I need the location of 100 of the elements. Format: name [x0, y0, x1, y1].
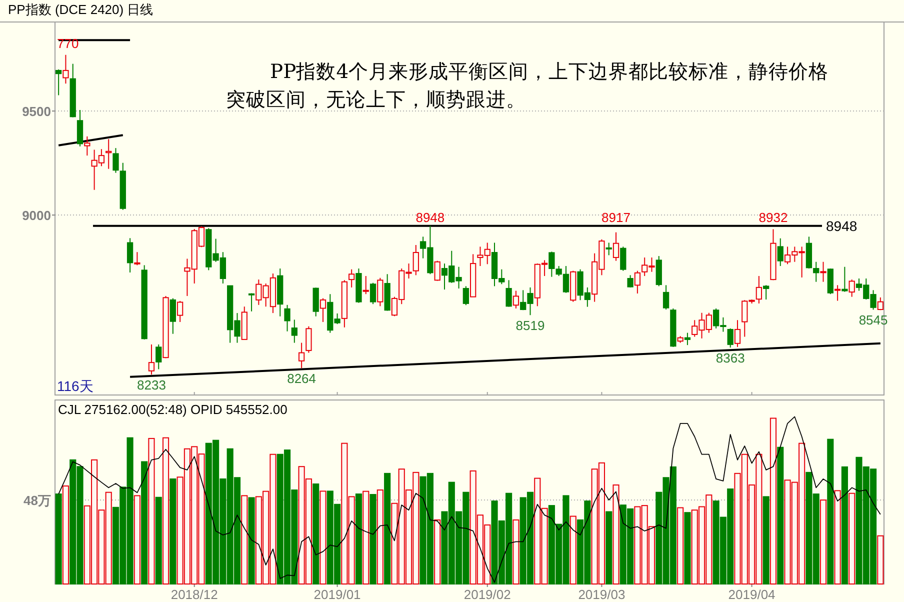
- ref-line-label: 48万: [24, 493, 51, 508]
- candlestick: [320, 298, 326, 322]
- bar: [320, 490, 326, 584]
- candlestick: [606, 242, 612, 256]
- candlestick: [176, 300, 184, 322]
- candlestick: [76, 109, 84, 147]
- chart-title: CJL 275162.00(52:48) OPID 545552.00: [58, 402, 288, 417]
- x-tick-label: 2018/12: [170, 587, 218, 602]
- candlestick: [734, 320, 741, 348]
- candlestick: [56, 68, 62, 96]
- bar: [848, 492, 856, 584]
- annotation: 8363: [716, 350, 745, 366]
- candlestick: [756, 276, 762, 304]
- bar: [148, 438, 155, 584]
- bar: [834, 490, 841, 584]
- candlestick: [627, 274, 634, 288]
- candlestick: [842, 266, 848, 292]
- x-tick-label: 2019/02: [464, 587, 511, 602]
- bar: [612, 484, 620, 584]
- bar: [384, 472, 391, 584]
- bar: [877, 535, 884, 584]
- bar: [376, 489, 384, 584]
- annotation: 8519: [516, 318, 545, 334]
- candlestick: [248, 292, 255, 312]
- candlestick: [106, 138, 112, 170]
- bar: [55, 494, 62, 584]
- bar: [241, 495, 248, 584]
- candlestick: [112, 148, 119, 174]
- candlestick: [620, 246, 626, 272]
- candlestick: [62, 54, 69, 84]
- candlestick: [506, 280, 512, 308]
- bar: [512, 519, 520, 584]
- annotation: 8948: [416, 210, 445, 225]
- candlestick: [412, 244, 419, 276]
- annotation: 8917: [602, 210, 630, 225]
- annotation: 116天: [57, 378, 94, 394]
- annotation: 8233: [137, 378, 166, 393]
- candlestick: [512, 290, 520, 309]
- bar: [570, 516, 576, 584]
- candlestick: [877, 296, 884, 311]
- candlestick: [170, 298, 176, 334]
- candlestick: [362, 276, 369, 295]
- bar: [684, 512, 691, 584]
- bar: [841, 466, 848, 584]
- candlestick: [156, 344, 162, 370]
- chart-title: PP指数 (DCE 2420) 日线: [8, 2, 154, 17]
- candlestick: [306, 326, 312, 354]
- bar: [362, 490, 370, 584]
- bar: [606, 511, 612, 584]
- candlestick: [377, 277, 384, 307]
- candlestick: [684, 332, 691, 346]
- bar: [134, 495, 140, 584]
- bar: [62, 485, 70, 584]
- bar: [155, 496, 162, 584]
- x-tick-label: 2019/01: [314, 587, 361, 602]
- bar: [434, 519, 441, 584]
- bar: [355, 494, 362, 584]
- candlestick: [298, 342, 305, 369]
- candlestick: [284, 304, 290, 332]
- bar: [777, 446, 784, 584]
- candlestick: [820, 261, 826, 282]
- ref-line-label: 8948: [826, 218, 858, 234]
- bar: [677, 507, 684, 584]
- candlestick: [312, 287, 319, 317]
- bar: [141, 461, 148, 584]
- candlestick: [148, 344, 155, 376]
- bar: [827, 438, 834, 584]
- candlestick: [834, 284, 841, 302]
- candlestick: [126, 238, 134, 273]
- annotation: 8545: [858, 312, 888, 328]
- bar: [762, 496, 770, 584]
- annotation: 8932: [758, 210, 788, 225]
- bar: [312, 483, 320, 584]
- annotation: PP指数4个月来形成平衡区间，上下边界都比较标准，静待价格突破区间，无论上下，顺势跟进。: [226, 59, 830, 113]
- candlestick: [291, 319, 298, 344]
- candlestick: [634, 270, 641, 294]
- candlestick: [848, 279, 855, 298]
- bar: [170, 478, 176, 584]
- candlestick: [612, 232, 620, 262]
- candlestick: [763, 284, 770, 300]
- candlestick: [813, 261, 820, 282]
- bar: [820, 500, 827, 584]
- bar: [248, 497, 255, 584]
- y-tick-label: 9000: [22, 208, 51, 224]
- bar: [162, 437, 170, 584]
- candlestick: [84, 136, 90, 156]
- candlestick: [662, 284, 670, 310]
- bar: [770, 418, 777, 584]
- candlestick: [434, 260, 440, 282]
- annotation: 8264: [287, 371, 316, 386]
- candlestick: [370, 282, 376, 305]
- candlestick: [777, 238, 784, 267]
- candlestick: [827, 268, 834, 295]
- bar: [370, 494, 376, 584]
- x-tick-label: 2019/03: [578, 587, 626, 602]
- candlestick: [727, 328, 734, 348]
- candlestick: [348, 268, 355, 288]
- candlestick: [462, 286, 469, 306]
- candlestick: [134, 252, 140, 266]
- y-tick-label: 9500: [22, 104, 51, 120]
